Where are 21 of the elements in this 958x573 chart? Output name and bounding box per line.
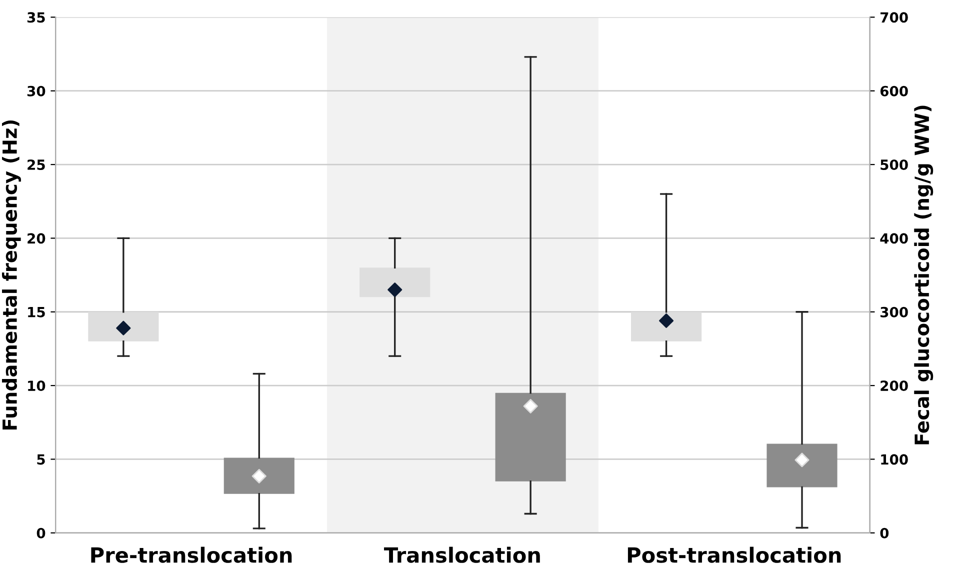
- x-tick-label: Translocation: [384, 546, 540, 563]
- y-tick-label: 0: [36, 528, 46, 538]
- y-tick-label: 35: [27, 12, 45, 23]
- y2-tick-label: 600: [880, 86, 908, 96]
- y2-tick-label: 0: [880, 528, 889, 538]
- y2-tick-label: 100: [881, 454, 908, 465]
- y-tick-label: 10: [28, 380, 46, 392]
- y2-tick-label: 400: [880, 233, 908, 244]
- x-tick-label: Post-translocation: [628, 546, 841, 563]
- y-tick-label: 25: [28, 160, 45, 170]
- y-tick-label: 5: [37, 454, 45, 465]
- y-tick-label: 15: [28, 307, 45, 318]
- y-axis-title: Fundamental frequency (Hz): [2, 120, 21, 430]
- y2-tick-label: 500: [880, 160, 908, 170]
- y-tick-label: 30: [27, 86, 46, 96]
- y2-tick-label: 700: [880, 12, 908, 23]
- y-tick-label: 20: [28, 233, 46, 244]
- y2-axis-title: Fecal glucocorticoid (ng/g WW): [914, 106, 934, 444]
- y2-tick-label: 200: [880, 380, 908, 392]
- y2-tick-label: 300: [880, 306, 908, 318]
- x-tick-label: Pre-translocation: [91, 546, 292, 563]
